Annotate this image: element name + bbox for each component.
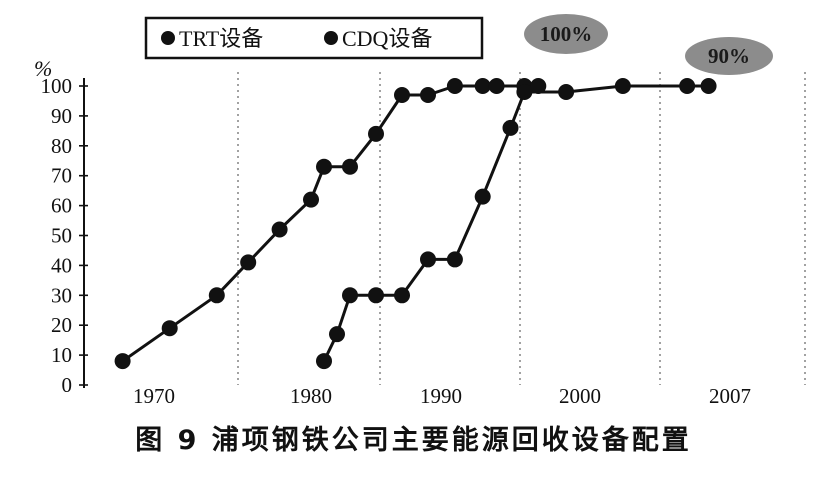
legend-marker-1	[324, 31, 338, 45]
data-point-s1-13	[700, 78, 717, 94]
y-axis-unit-label: %	[34, 56, 52, 81]
legend-marker-0	[161, 31, 175, 45]
data-point-s0-11	[446, 78, 463, 94]
data-point-s0-5	[303, 191, 319, 208]
data-point-s0-8	[368, 125, 384, 142]
y-tick-label-20: 20	[51, 313, 72, 337]
data-point-s1-10	[558, 83, 575, 100]
legend-label-1: CDQ设备	[342, 26, 432, 51]
annotation-label-0: 100%	[540, 22, 593, 46]
data-point-s1-8	[502, 119, 519, 136]
data-point-s0-6	[316, 158, 332, 175]
data-point-s1-5	[420, 251, 436, 268]
legend-box	[144, 16, 484, 60]
x-tick-label-1980: 1980	[290, 384, 332, 408]
data-point-s0-9	[394, 86, 410, 103]
x-tick-label-1970: 1970	[133, 384, 175, 408]
data-point-s1-2	[342, 287, 358, 304]
y-tick-label-80: 80	[51, 134, 72, 158]
y-tick-label-30: 30	[51, 283, 72, 307]
data-point-s0-10	[420, 86, 436, 103]
y-tick-label-0: 0	[62, 373, 73, 397]
data-point-s1-3	[368, 287, 384, 304]
x-tick-label-1990: 1990	[420, 384, 462, 408]
x-tick-label-2000: 2000	[559, 384, 601, 408]
data-point-s0-13	[488, 78, 505, 94]
y-tick-label-40: 40	[51, 253, 72, 277]
annotation-badge-0	[524, 14, 608, 54]
annotation-label-1: 90%	[708, 44, 750, 68]
data-point-s1-12	[679, 78, 696, 94]
data-point-s1-1	[329, 326, 345, 343]
data-point-s0-0	[114, 353, 131, 370]
series-line-0	[121, 84, 539, 363]
data-point-s0-12	[474, 78, 491, 94]
x-tick-label-2007: 2007	[709, 384, 751, 408]
y-tick-label-90: 90	[51, 104, 72, 128]
y-tick-label-70: 70	[51, 164, 72, 188]
y-tick-label-50: 50	[51, 224, 72, 248]
y-tick-label-10: 10	[51, 343, 72, 367]
data-point-s0-2	[208, 287, 225, 304]
data-point-s1-11	[614, 78, 631, 94]
data-point-s0-4	[271, 221, 288, 238]
y-tick-label-100: 100	[41, 74, 73, 98]
annotation-badge-1	[685, 37, 773, 75]
figure-caption: 图 9 浦项钢铁公司主要能源回收设备配置	[135, 425, 692, 456]
data-point-s1-0	[316, 353, 332, 370]
data-point-s0-15	[530, 78, 547, 94]
data-point-s1-6	[446, 251, 463, 268]
data-point-s1-7	[474, 188, 491, 205]
data-point-s0-1	[161, 320, 178, 337]
data-point-s0-7	[342, 158, 358, 175]
data-point-s0-3	[240, 254, 257, 271]
data-point-s1-4	[394, 287, 410, 304]
y-tick-label-60: 60	[51, 194, 72, 218]
data-point-s1-9	[516, 83, 533, 100]
legend-label-0: TRT设备	[179, 26, 263, 51]
